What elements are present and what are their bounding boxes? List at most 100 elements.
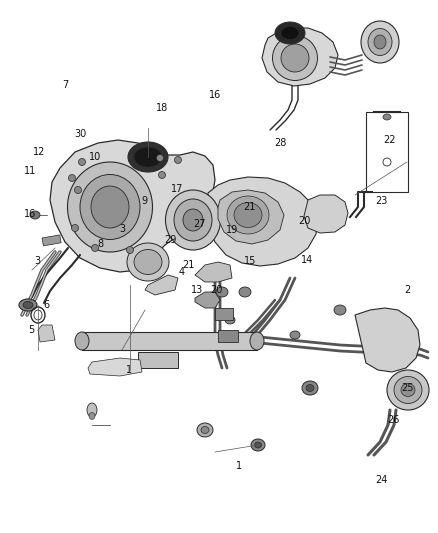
Ellipse shape <box>254 442 261 448</box>
Text: 29: 29 <box>165 235 177 245</box>
Ellipse shape <box>387 370 429 410</box>
Text: 4: 4 <box>179 267 185 277</box>
Ellipse shape <box>71 224 78 231</box>
Ellipse shape <box>166 190 220 250</box>
Text: 30: 30 <box>74 130 86 139</box>
Text: 9: 9 <box>141 196 148 206</box>
Ellipse shape <box>239 287 251 297</box>
Text: 22: 22 <box>384 135 396 144</box>
Ellipse shape <box>183 209 203 231</box>
Polygon shape <box>145 275 178 295</box>
Ellipse shape <box>281 27 299 39</box>
Text: 11: 11 <box>24 166 36 175</box>
Ellipse shape <box>91 186 129 228</box>
Text: 21: 21 <box>182 261 194 270</box>
Ellipse shape <box>128 142 168 172</box>
Ellipse shape <box>89 413 95 419</box>
Text: 10: 10 <box>89 152 102 162</box>
Ellipse shape <box>394 376 422 403</box>
Text: 27: 27 <box>193 219 205 229</box>
Ellipse shape <box>383 114 391 120</box>
Ellipse shape <box>302 381 318 395</box>
Ellipse shape <box>19 299 37 311</box>
Ellipse shape <box>127 243 169 281</box>
Polygon shape <box>38 325 55 342</box>
Ellipse shape <box>30 211 40 219</box>
Text: 5: 5 <box>28 326 35 335</box>
Text: 3: 3 <box>34 256 40 266</box>
Ellipse shape <box>368 28 392 55</box>
Polygon shape <box>206 177 318 266</box>
Text: 8: 8 <box>98 239 104 248</box>
Text: 7: 7 <box>62 80 68 90</box>
Ellipse shape <box>68 174 75 182</box>
Text: 3: 3 <box>120 224 126 234</box>
Text: 20: 20 <box>211 286 223 295</box>
Bar <box>218 330 238 342</box>
Ellipse shape <box>174 157 181 164</box>
Bar <box>366 112 408 192</box>
Ellipse shape <box>334 305 346 315</box>
Ellipse shape <box>401 384 415 397</box>
Ellipse shape <box>159 172 166 179</box>
Text: 15: 15 <box>244 256 256 266</box>
Text: 2: 2 <box>404 286 410 295</box>
Ellipse shape <box>75 332 89 350</box>
Polygon shape <box>262 28 338 86</box>
Ellipse shape <box>227 196 269 234</box>
Ellipse shape <box>134 147 162 167</box>
Ellipse shape <box>201 426 209 433</box>
Text: 25: 25 <box>401 383 413 393</box>
Bar <box>82 332 257 350</box>
Bar <box>42 235 61 246</box>
Ellipse shape <box>134 249 162 274</box>
Polygon shape <box>304 195 348 233</box>
Ellipse shape <box>197 423 213 437</box>
Text: 12: 12 <box>33 147 46 157</box>
Text: 18: 18 <box>156 103 168 113</box>
Text: 1: 1 <box>126 366 132 375</box>
Ellipse shape <box>127 246 134 254</box>
Text: 24: 24 <box>375 475 387 484</box>
Ellipse shape <box>216 287 228 297</box>
Ellipse shape <box>174 199 212 241</box>
Text: 1: 1 <box>236 462 242 471</box>
Ellipse shape <box>251 439 265 451</box>
Text: 21: 21 <box>244 202 256 212</box>
Text: 20: 20 <box>298 216 311 226</box>
Text: 26: 26 <box>387 415 399 425</box>
Ellipse shape <box>281 44 309 72</box>
Polygon shape <box>195 262 232 282</box>
Ellipse shape <box>234 203 262 228</box>
Text: 14: 14 <box>300 255 313 265</box>
Text: 19: 19 <box>226 225 238 235</box>
Ellipse shape <box>80 174 140 239</box>
Bar <box>215 308 233 320</box>
Ellipse shape <box>374 35 386 49</box>
Ellipse shape <box>250 332 264 350</box>
Ellipse shape <box>92 245 99 252</box>
Ellipse shape <box>23 302 33 309</box>
Text: 13: 13 <box>191 286 203 295</box>
Polygon shape <box>355 308 420 372</box>
Bar <box>138 352 178 368</box>
Text: 28: 28 <box>274 138 286 148</box>
Polygon shape <box>88 358 142 376</box>
Ellipse shape <box>290 331 300 339</box>
Text: 17: 17 <box>171 184 184 194</box>
Text: 6: 6 <box>43 300 49 310</box>
Ellipse shape <box>272 36 318 80</box>
Polygon shape <box>50 140 215 272</box>
Ellipse shape <box>78 158 85 166</box>
Ellipse shape <box>275 22 305 44</box>
Polygon shape <box>195 292 220 308</box>
Polygon shape <box>218 190 284 244</box>
Ellipse shape <box>67 162 152 252</box>
Ellipse shape <box>87 403 97 417</box>
Text: 23: 23 <box>375 197 387 206</box>
Ellipse shape <box>74 187 81 193</box>
Ellipse shape <box>156 155 163 161</box>
Ellipse shape <box>306 384 314 392</box>
Text: 16: 16 <box>208 90 221 100</box>
Text: 16: 16 <box>24 209 36 219</box>
